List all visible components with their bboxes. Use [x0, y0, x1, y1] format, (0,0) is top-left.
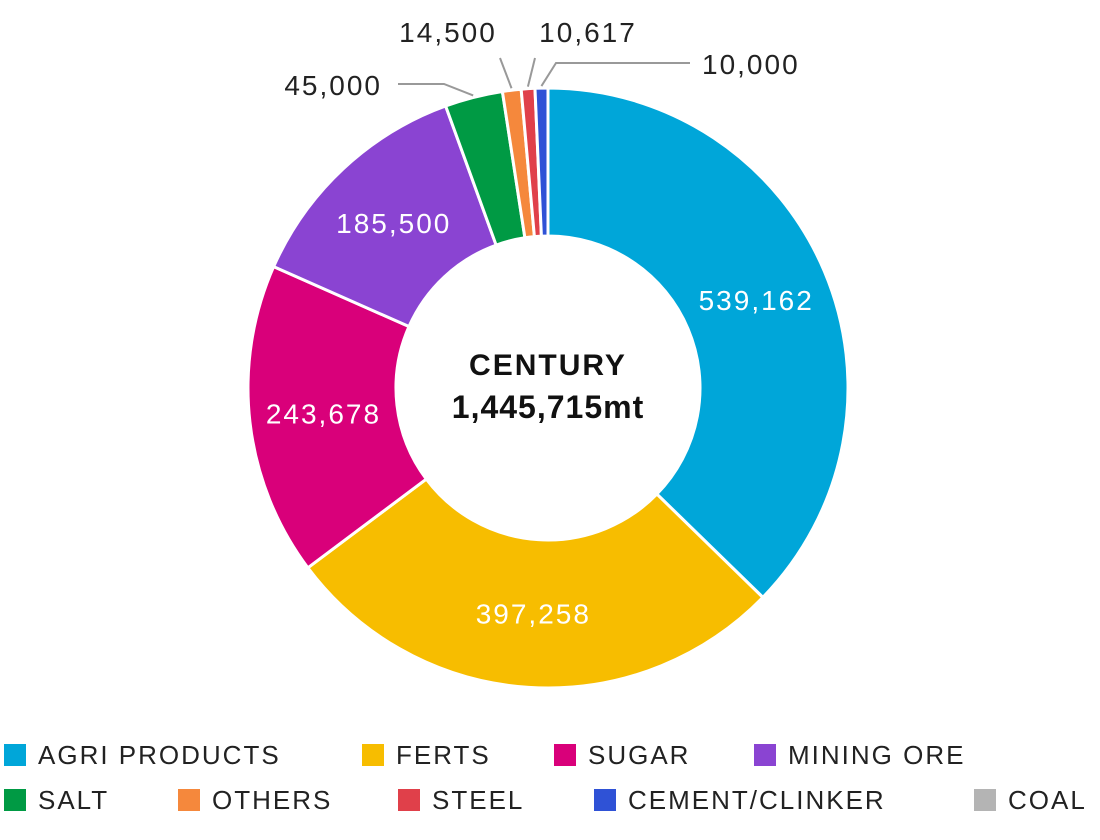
slice-mining-ore: [271, 104, 499, 329]
legend-label: AGRI PRODUCTS: [38, 739, 281, 770]
legend-item-cement-clinker: CEMENT/CLINKER: [594, 785, 886, 815]
slice-agri-products: [546, 86, 850, 600]
legend-swatch: [974, 789, 996, 811]
data-label-ferts: 397,258: [476, 599, 591, 630]
slice-labels: 539,162 397,258 243,678 185,500 45,000 14,500…: [266, 17, 814, 630]
legend-label: STEEL: [432, 784, 525, 815]
legend-item-coal: COAL: [974, 785, 1087, 815]
legend-item-steel: STEEL: [398, 785, 524, 815]
data-label-others: 14,500: [399, 17, 497, 48]
legend-swatch: [178, 789, 200, 811]
leader-line-cement-clinker: [540, 62, 690, 87]
data-label-agri-products: 539,162: [699, 285, 814, 316]
data-label-steel: 10,617: [539, 17, 637, 48]
data-label-mining-ore: 185,500: [336, 208, 451, 239]
leader-line-others: [499, 57, 513, 89]
chart-title: CENTURY: [469, 349, 627, 382]
legend-swatch: [594, 789, 616, 811]
legend-item-agri-products: AGRI PRODUCTS: [4, 740, 281, 770]
legend-swatch: [362, 744, 384, 766]
legend-item-mining-ore: MINING ORE: [754, 740, 965, 770]
legend-item-sugar: SUGAR: [554, 740, 690, 770]
legend-swatch: [554, 744, 576, 766]
slice-ferts: [305, 476, 765, 690]
legend-label: MINING ORE: [788, 739, 966, 770]
legend-label: OTHERS: [212, 784, 333, 815]
donut-slices: [246, 86, 850, 690]
data-label-cement-clinker: 10,000: [702, 49, 800, 80]
legend-swatch: [4, 744, 26, 766]
legend-label: CEMENT/CLINKER: [628, 784, 886, 815]
leader-line-steel: [526, 57, 536, 87]
legend-label: SALT: [38, 784, 110, 815]
chart-total: 1,445,715mt: [452, 389, 644, 425]
legend-label: SUGAR: [588, 739, 691, 770]
legend-swatch: [398, 789, 420, 811]
legend-item-salt: SALT: [4, 785, 109, 815]
legend-swatch: [754, 744, 776, 766]
data-label-salt: 45,000: [284, 70, 382, 101]
legend-item-others: OTHERS: [178, 785, 332, 815]
leader-line-salt: [398, 83, 474, 97]
data-label-sugar: 243,678: [266, 399, 381, 430]
legend-label: COAL: [1008, 784, 1087, 815]
slice-sugar: [246, 264, 429, 570]
donut-chart: 539,162 397,258 243,678 185,500 45,000 14,500…: [246, 17, 850, 690]
legend: AGRI PRODUCTS FERTS SUGAR MINING ORE SALT OTH…: [0, 740, 1100, 840]
leader-lines: [398, 57, 690, 97]
legend-item-ferts: FERTS: [362, 740, 491, 770]
legend-swatch: [4, 789, 26, 811]
slice-cement-clinker: [533, 86, 550, 238]
legend-label: FERTS: [396, 739, 491, 770]
